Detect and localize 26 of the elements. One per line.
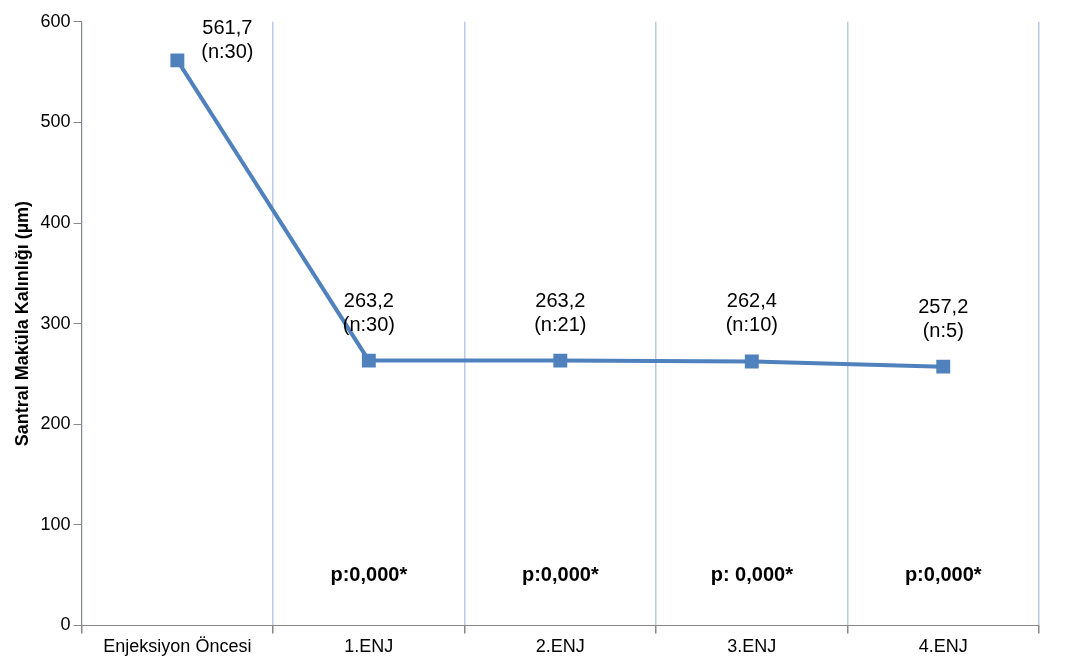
y-tick-label: 200 [40, 413, 71, 434]
x-tick-label: 2.ENJ [535, 636, 585, 657]
annotation: p:0,000* [330, 562, 408, 585]
y-tick-label: 600 [40, 10, 71, 31]
annotation: p:0,000* [904, 562, 982, 585]
y-tick-label: 500 [40, 111, 71, 132]
x-tick-label: 3.ENJ [727, 636, 777, 657]
x-tick-label: Enjeksiyon Öncesi [103, 636, 252, 657]
y-tick-label: 100 [40, 513, 71, 534]
point [553, 353, 568, 368]
data-label: 263,2 (n:21) [534, 288, 587, 335]
data-label: 561,7 (n:30) [201, 16, 254, 63]
x-tick-label: 4.ENJ [918, 636, 968, 657]
point [361, 353, 376, 368]
point [744, 354, 759, 369]
data-label: 262,4 (n:10) [725, 289, 778, 336]
point [170, 53, 185, 68]
x-tick-label: 1.ENJ [344, 636, 394, 657]
annotation: p: 0,000* [710, 562, 794, 585]
y-tick-label: 300 [40, 312, 71, 333]
y-tick-label: 0 [60, 614, 71, 635]
annotation: p:0,000* [521, 562, 599, 585]
data-label: 257,2 (n:5) [918, 294, 969, 341]
point [936, 359, 951, 374]
y-axis-title: Santral Maküla Kalınlığı (µm) [11, 200, 32, 447]
y-tick-label: 400 [40, 211, 71, 232]
